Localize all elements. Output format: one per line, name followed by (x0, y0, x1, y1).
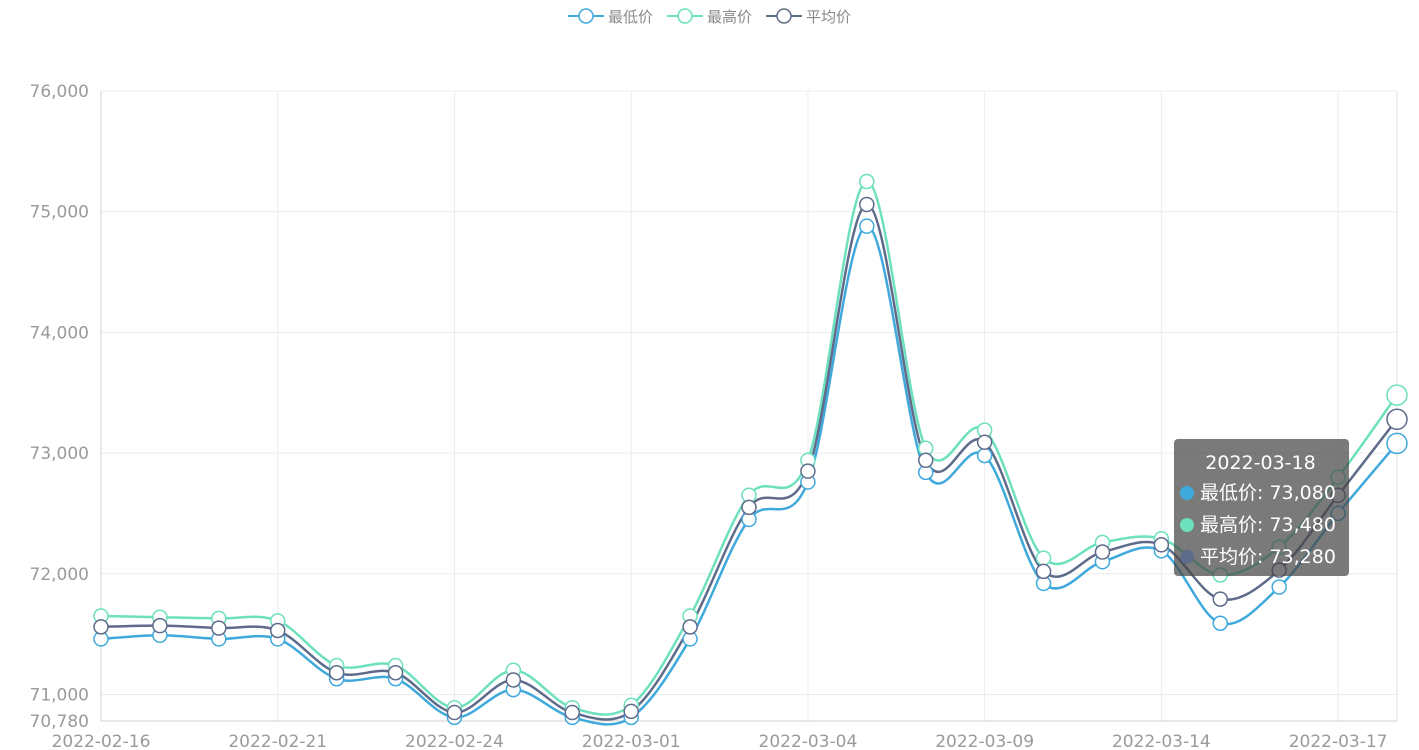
grid-lines (101, 90, 1398, 721)
data-point[interactable] (682, 619, 698, 635)
data-point[interactable] (1271, 579, 1287, 595)
tooltip-value: 最高价: 73,480 (1200, 514, 1336, 536)
tooltip-row-high: 最高价: 73,480 (1180, 509, 1341, 541)
y-tick-label: 76,000 (30, 82, 89, 102)
legend-item-low[interactable]: 最低价 (567, 4, 653, 28)
legend-label: 最低价 (607, 7, 653, 26)
legend-item-high[interactable]: 最高价 (666, 4, 752, 28)
data-point[interactable] (211, 620, 227, 636)
y-tick-label: 74,000 (30, 323, 89, 343)
x-tick-label: 2022-02-16 (52, 732, 151, 750)
series-dot-icon (1180, 518, 1194, 532)
legend-marker-icon (766, 8, 802, 24)
tooltip-value: 最低价: 73,080 (1200, 482, 1336, 504)
tooltip-row-average: 平均价: 73,280 (1180, 541, 1341, 573)
data-point[interactable] (623, 703, 639, 720)
data-point[interactable] (505, 672, 522, 688)
data-point[interactable] (1035, 563, 1052, 580)
data-point[interactable] (976, 447, 993, 464)
data-point[interactable] (1386, 384, 1408, 406)
tooltip-row-low: 最低价: 73,080 (1180, 477, 1341, 509)
data-point[interactable] (387, 664, 404, 681)
data-point[interactable] (800, 463, 816, 479)
y-tick-label: 73,000 (30, 444, 89, 464)
tooltip: 2022-03-18 最低价: 73,080 最高价: 73,480 平均价: … (1174, 439, 1349, 576)
legend-marker-icon (567, 8, 604, 24)
data-point[interactable] (976, 434, 993, 450)
series-dot-icon (1180, 486, 1194, 500)
x-tick-label: 2022-03-14 (1112, 732, 1211, 750)
data-point[interactable] (152, 617, 168, 634)
data-point[interactable] (564, 704, 581, 721)
tooltip-value: 平均价: 73,280 (1200, 546, 1336, 568)
data-point[interactable] (1386, 408, 1408, 431)
axes: 70,780 71,000 72,000 73,000 74,000 75,000 76,0… (30, 82, 1397, 750)
data-point[interactable] (93, 619, 109, 635)
y-tick-label: 70,780 (30, 712, 89, 732)
data-point[interactable] (1386, 432, 1408, 455)
data-point[interactable] (1094, 544, 1111, 560)
data-point[interactable] (1153, 537, 1170, 553)
x-tick-label: 2022-03-09 (935, 732, 1034, 750)
y-tick-label: 72,000 (30, 565, 89, 585)
x-tick-label: 2022-02-24 (405, 732, 504, 750)
legend-label: 平均价 (806, 7, 852, 26)
data-point[interactable] (741, 499, 757, 516)
tooltip-date: 2022-03-18 (1205, 452, 1316, 474)
x-tick-label: 2022-03-04 (759, 732, 858, 750)
x-tick-label: 2022-03-17 (1289, 732, 1388, 750)
data-point[interactable] (328, 664, 345, 681)
legend: 最低价 最高价 平均价 (0, 4, 1419, 28)
legend-label: 最高价 (706, 7, 752, 26)
data-point[interactable] (859, 196, 875, 213)
x-tick-label: 2022-03-01 (582, 732, 681, 750)
y-tick-label: 71,000 (30, 685, 89, 705)
y-tick-label: 75,000 (30, 203, 89, 223)
data-point[interactable] (859, 173, 875, 190)
data-point[interactable] (1212, 591, 1229, 607)
data-point[interactable] (446, 704, 463, 721)
series-dot-icon (1180, 550, 1194, 564)
data-point[interactable] (1212, 615, 1229, 631)
legend-marker-icon (666, 8, 703, 24)
data-point[interactable] (269, 622, 286, 639)
data-point[interactable] (917, 452, 934, 469)
data-point[interactable] (1035, 550, 1052, 566)
data-point[interactable] (859, 218, 875, 234)
legend-item-average[interactable]: 平均价 (766, 4, 851, 28)
x-tick-label: 2022-02-21 (228, 732, 327, 750)
